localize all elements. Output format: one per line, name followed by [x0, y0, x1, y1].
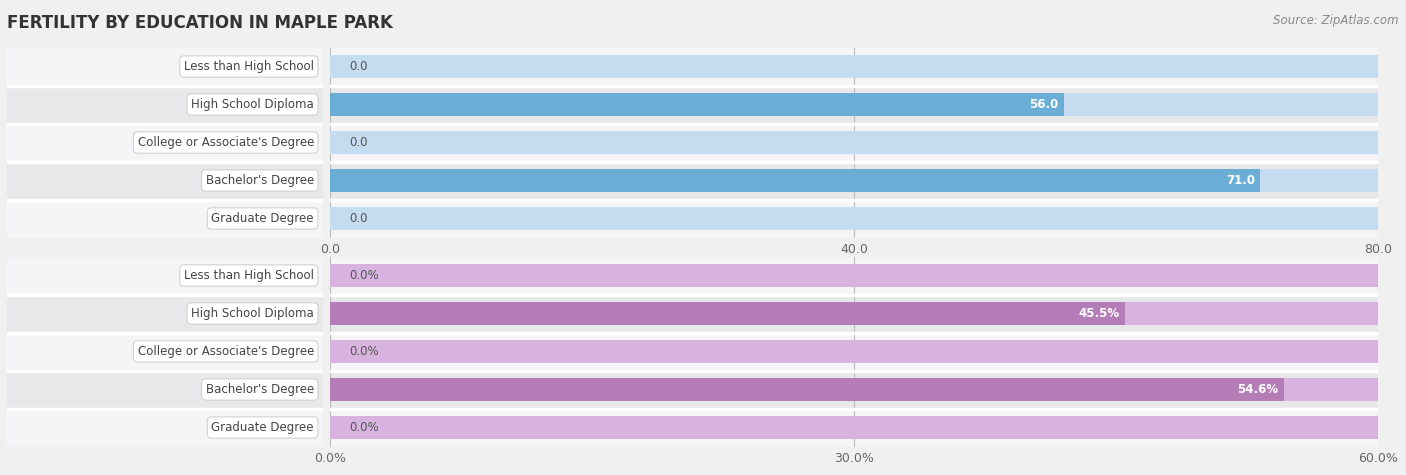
Bar — [330, 86, 1378, 124]
Text: 0.0%: 0.0% — [349, 421, 378, 434]
Bar — [330, 370, 1378, 408]
Bar — [330, 162, 1378, 199]
Bar — [7, 162, 323, 199]
Bar — [330, 408, 1378, 446]
Text: Source: ZipAtlas.com: Source: ZipAtlas.com — [1274, 14, 1399, 27]
Text: Bachelor's Degree: Bachelor's Degree — [205, 383, 314, 396]
Text: College or Associate's Degree: College or Associate's Degree — [138, 345, 314, 358]
Text: 0.0: 0.0 — [349, 60, 368, 73]
Text: Graduate Degree: Graduate Degree — [211, 421, 314, 434]
Bar — [330, 378, 1378, 401]
Bar — [330, 378, 1284, 401]
Text: High School Diploma: High School Diploma — [191, 98, 314, 111]
Bar — [330, 124, 1378, 162]
Bar — [330, 93, 1063, 116]
Bar — [7, 256, 323, 294]
Text: 45.5%: 45.5% — [1078, 307, 1119, 320]
Bar — [330, 207, 1378, 230]
Bar — [330, 131, 1378, 154]
Bar — [7, 408, 323, 446]
Bar — [330, 416, 1378, 439]
Bar — [7, 370, 323, 408]
Bar — [330, 302, 1378, 325]
Text: 56.0: 56.0 — [1029, 98, 1059, 111]
Bar — [330, 93, 1378, 116]
Text: 0.0: 0.0 — [349, 136, 368, 149]
Bar — [330, 48, 1378, 86]
Bar — [7, 332, 323, 371]
Bar — [7, 48, 323, 86]
Text: Less than High School: Less than High School — [184, 269, 314, 282]
Bar — [330, 169, 1378, 192]
Bar — [330, 169, 1260, 192]
Bar — [330, 302, 1125, 325]
Bar — [330, 55, 1378, 78]
Text: 0.0%: 0.0% — [349, 269, 378, 282]
Text: FERTILITY BY EDUCATION IN MAPLE PARK: FERTILITY BY EDUCATION IN MAPLE PARK — [7, 14, 392, 32]
Text: 0.0%: 0.0% — [349, 345, 378, 358]
Bar — [330, 264, 1378, 287]
Text: College or Associate's Degree: College or Associate's Degree — [138, 136, 314, 149]
Bar — [7, 200, 323, 238]
Text: 54.6%: 54.6% — [1237, 383, 1278, 396]
Text: Bachelor's Degree: Bachelor's Degree — [205, 174, 314, 187]
Text: High School Diploma: High School Diploma — [191, 307, 314, 320]
Bar — [330, 200, 1378, 238]
Bar — [330, 256, 1378, 294]
Bar — [7, 86, 323, 124]
Bar — [330, 294, 1378, 332]
Text: 0.0: 0.0 — [349, 212, 368, 225]
Text: Less than High School: Less than High School — [184, 60, 314, 73]
Bar — [330, 340, 1378, 363]
Text: 71.0: 71.0 — [1226, 174, 1254, 187]
Bar — [7, 294, 323, 332]
Bar — [7, 124, 323, 162]
Text: Graduate Degree: Graduate Degree — [211, 212, 314, 225]
Bar — [330, 332, 1378, 371]
